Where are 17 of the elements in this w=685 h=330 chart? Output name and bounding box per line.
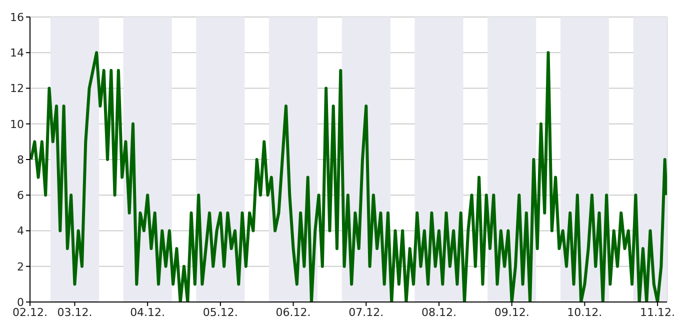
y-tick-label: 4: [17, 224, 24, 238]
x-tick-label: 09.12.: [494, 306, 530, 319]
y-tick-label: 10: [10, 118, 24, 131]
y-tick-label: 16: [10, 10, 24, 24]
x-tick-label: 06.12.: [276, 306, 311, 319]
y-tick-label: 8: [17, 153, 24, 166]
x-tick-label: 11.12.: [640, 306, 676, 319]
x-tick-label: 03.12.: [57, 306, 92, 319]
x-tick-label: 10.12.: [567, 306, 602, 319]
x-tick-label: 07.12.: [348, 306, 384, 319]
y-tick-label: 2: [17, 260, 24, 274]
x-tick-label: 08.12.: [421, 306, 456, 319]
y-tick-label: 6: [17, 189, 24, 202]
y-tick-label: 12: [10, 82, 24, 96]
x-tick-label: 04.12.: [130, 306, 166, 319]
x-tick-label: 05.12.: [202, 306, 238, 319]
y-tick-label: 14: [10, 46, 24, 60]
